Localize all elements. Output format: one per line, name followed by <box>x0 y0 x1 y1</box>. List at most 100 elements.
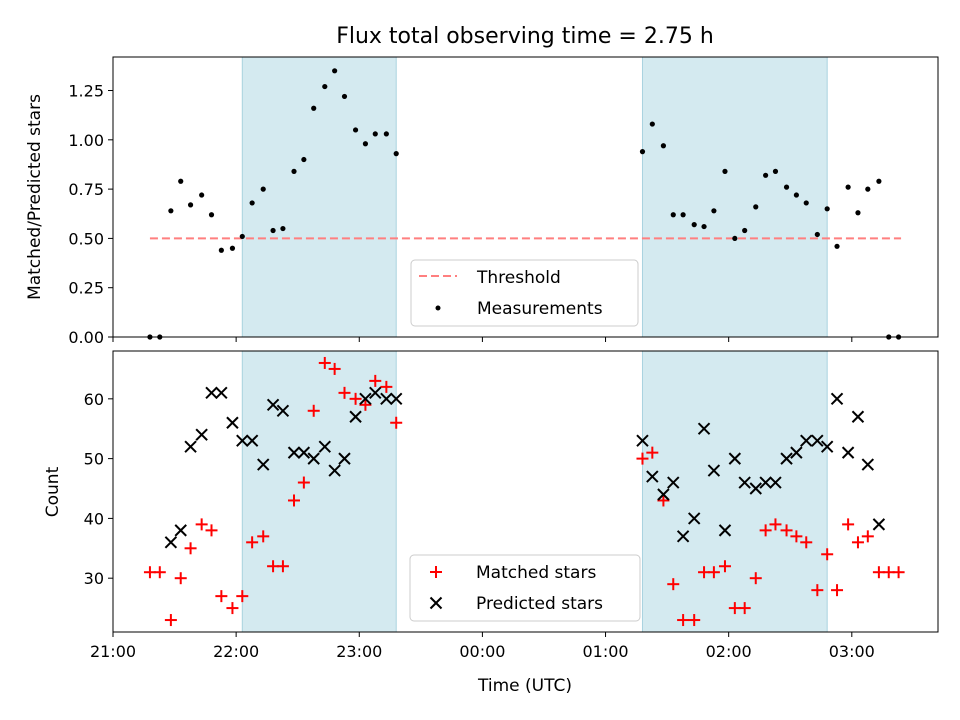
bottom-ylabel: Count <box>43 466 63 517</box>
bottom-predicted-stars-point-5 <box>215 386 228 400</box>
legend-predicted-label: Predicted stars <box>476 594 603 614</box>
top-measurements-point-47 <box>865 186 871 192</box>
bottom-predicted-stars-point-44 <box>851 410 865 423</box>
bottom-predicted-stars-point-42 <box>830 392 844 406</box>
top-measurements-point-15 <box>301 156 307 163</box>
bottom-matched-stars-point-8 <box>226 602 239 615</box>
legend-measurements-label: Measurements <box>477 299 603 319</box>
top-measurements-point-32 <box>711 208 717 214</box>
xtick-label-1: 22:00 <box>213 642 259 661</box>
top-measurements-point-6 <box>208 212 215 218</box>
bottom-predicted-stars-point-36 <box>769 476 782 489</box>
bottom-xlabel: Time (UTC) <box>477 676 572 696</box>
bottom-matched-stars-point-33 <box>718 560 731 573</box>
bottom-predicted-stars-point-25 <box>657 488 670 501</box>
bottom-predicted-stars-point-28 <box>687 512 701 525</box>
top-measurements-point-19 <box>341 93 348 100</box>
bottom-matched-stars-point-27 <box>657 494 670 507</box>
top-ytick-label-3: 0.75 <box>68 180 104 199</box>
bottom-matched-stars-point-5 <box>195 518 208 531</box>
bottom-matched-stars-point-41 <box>800 536 813 549</box>
bottom-matched-stars-point-22 <box>369 374 382 387</box>
bottom-data-points <box>143 356 905 627</box>
top-measurements-point-46 <box>855 210 861 216</box>
bottom-matched-stars-point-11 <box>257 530 270 543</box>
bottom-matched-stars-point-42 <box>811 584 824 597</box>
bottom-predicted-stars-point-41 <box>820 440 834 453</box>
bottom-predicted-stars-point-22 <box>390 392 403 406</box>
bottom-matched-stars-point-2 <box>164 614 177 627</box>
bottom-matched-stars-point-23 <box>380 380 393 393</box>
top-measurements-point-39 <box>783 184 790 190</box>
bottom-legend: Matched stars Predicted stars <box>409 554 641 622</box>
bottom-matched-stars-point-43 <box>821 548 834 561</box>
bottom-matched-stars-point-46 <box>851 536 864 549</box>
bottom-predicted-stars-point-29 <box>697 422 711 435</box>
chart-title: Flux total observing time = 2.75 h <box>336 24 714 49</box>
bottom-predicted-stars-point-40 <box>811 434 824 447</box>
top-measurements-point-13 <box>280 225 286 232</box>
xtick-label-2: 23:00 <box>336 642 382 661</box>
bottom-predicted-stars-point-1 <box>174 524 187 537</box>
bottom-matched-stars-point-39 <box>780 524 793 537</box>
top-measurements-point-44 <box>834 243 840 249</box>
bottom-predicted-stars-point-17 <box>338 452 351 465</box>
bottom-matched-stars-point-6 <box>205 524 218 537</box>
bottom-predicted-stars-point-21 <box>380 392 393 406</box>
bottom-ytick-label-2: 50 <box>84 450 104 469</box>
bottom-matched-stars-point-18 <box>328 362 341 375</box>
bottom-axis-ticks: 30 40 50 60 21:00 22:00 23:00 00:00 01:00 02:00 03… <box>84 390 875 661</box>
bottom-predicted-stars-point-30 <box>707 464 721 477</box>
bottom-predicted-stars-point-26 <box>667 476 680 489</box>
top-measurements-point-42 <box>814 231 820 238</box>
legend-predicted-swatch <box>429 596 443 610</box>
bottom-predicted-stars-point-19 <box>359 392 372 406</box>
bottom-predicted-stars-point-7 <box>236 434 249 447</box>
top-panel: 0.00 0.25 0.50 0.75 1.00 1.25 Matched/Predict… <box>25 56 939 347</box>
bottom-predicted-stars-point-9 <box>257 458 270 471</box>
bottom-matched-stars-point-30 <box>688 614 701 627</box>
top-measurements-point-7 <box>218 247 224 253</box>
top-measurements-point-38 <box>772 168 779 174</box>
bottom-panel: 30 40 50 60 21:00 22:00 23:00 00:00 01:00 02:00 03… <box>43 350 939 696</box>
bottom-predicted-stars-point-11 <box>276 404 290 417</box>
top-ytick-label-5: 1.25 <box>68 82 104 101</box>
bottom-predicted-stars-point-33 <box>738 476 751 489</box>
legend-threshold-label: Threshold <box>476 268 561 288</box>
top-measurements-point-37 <box>763 172 769 178</box>
top-measurements-point-48 <box>876 178 882 184</box>
top-measurements-point-43 <box>824 206 830 212</box>
top-measurements-point-10 <box>249 200 255 206</box>
bottom-predicted-stars-point-37 <box>780 452 793 465</box>
top-measurements-point-5 <box>199 192 205 198</box>
bottom-matched-stars-point-28 <box>667 578 680 591</box>
top-measurements-point-41 <box>803 200 809 206</box>
top-legend: Threshold Measurements <box>410 259 639 327</box>
top-axis-ticks: 0.00 0.25 0.50 0.75 1.00 1.25 <box>68 82 853 347</box>
top-measurements-point-17 <box>322 83 328 90</box>
bottom-matched-stars-point-25 <box>636 452 649 465</box>
top-measurements-point-2 <box>168 208 174 214</box>
xtick-label-3: 00:00 <box>459 642 505 661</box>
xtick-label-6: 03:00 <box>829 642 875 661</box>
top-ytick-label-2: 0.50 <box>68 229 104 248</box>
bottom-matched-stars-point-1 <box>153 566 166 579</box>
bottom-matched-stars-point-45 <box>842 518 855 531</box>
bottom-predicted-stars-point-34 <box>749 482 762 495</box>
top-measurements-point-36 <box>753 204 759 210</box>
xtick-label-4: 01:00 <box>582 642 628 661</box>
bottom-matched-stars-point-15 <box>297 476 310 489</box>
top-measurements-point-45 <box>845 184 851 190</box>
bottom-shaded-interval-1 <box>641 350 828 633</box>
bottom-predicted-stars-point-4 <box>205 386 218 400</box>
bottom-predicted-stars-point-14 <box>307 452 320 465</box>
top-measurements-point-33 <box>722 168 728 174</box>
top-measurements-point-28 <box>670 212 676 218</box>
top-measurements-point-18 <box>332 68 338 74</box>
bottom-matched-stars-point-38 <box>769 518 782 531</box>
legend-measurements-swatch <box>435 305 441 311</box>
top-shaded-interval-1 <box>641 56 828 338</box>
bottom-predicted-stars-point-39 <box>800 434 813 447</box>
bottom-predicted-stars-point-23 <box>636 434 649 447</box>
